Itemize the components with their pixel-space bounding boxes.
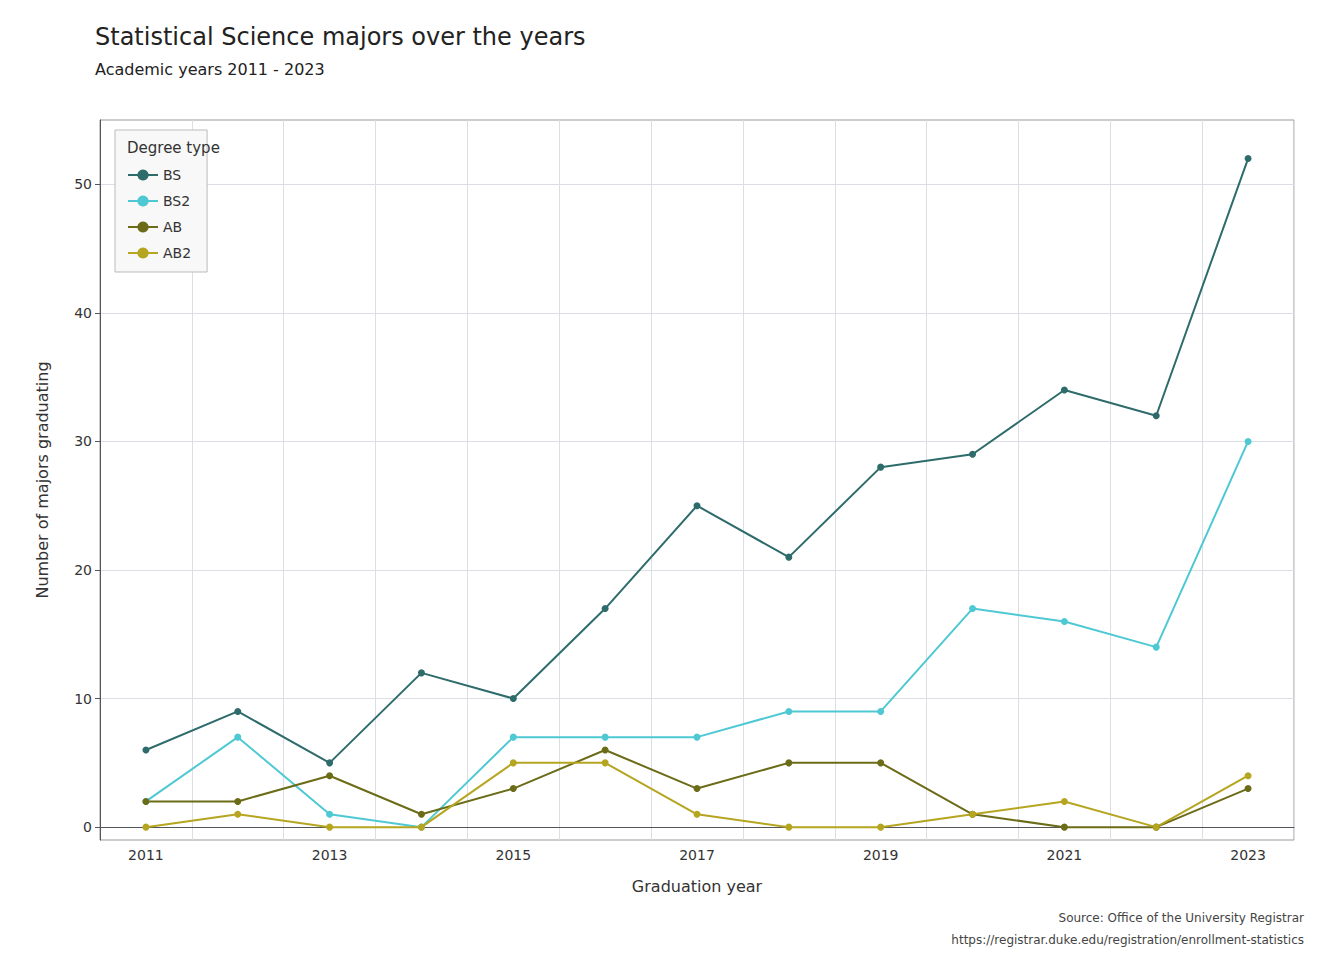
svg-text:BS: BS xyxy=(163,167,181,183)
svg-text:Source: Office of the Universi: Source: Office of the University Registr… xyxy=(1059,911,1305,925)
svg-text:2011: 2011 xyxy=(128,847,164,863)
svg-text:AB: AB xyxy=(163,219,182,235)
svg-text:2015: 2015 xyxy=(495,847,531,863)
svg-text:30: 30 xyxy=(74,433,92,449)
svg-text:BS2: BS2 xyxy=(163,193,190,209)
svg-text:https://registrar.duke.edu/reg: https://registrar.duke.edu/registration/… xyxy=(951,933,1304,947)
svg-text:10: 10 xyxy=(74,691,92,707)
svg-text:50: 50 xyxy=(74,176,92,192)
svg-text:AB2: AB2 xyxy=(163,245,191,261)
svg-text:2013: 2013 xyxy=(312,847,348,863)
svg-text:2023: 2023 xyxy=(1230,847,1266,863)
svg-text:40: 40 xyxy=(74,305,92,321)
svg-text:Statistical Science majors ove: Statistical Science majors over the year… xyxy=(95,23,586,51)
svg-text:20: 20 xyxy=(74,562,92,578)
svg-text:0: 0 xyxy=(83,819,92,835)
svg-text:2019: 2019 xyxy=(863,847,899,863)
svg-text:Number of majors graduating: Number of majors graduating xyxy=(33,361,52,598)
svg-text:Academic years 2011 - 2023: Academic years 2011 - 2023 xyxy=(95,60,325,79)
svg-text:2021: 2021 xyxy=(1047,847,1083,863)
svg-text:Graduation year: Graduation year xyxy=(632,877,763,896)
svg-text:Degree type: Degree type xyxy=(127,139,220,157)
svg-text:2017: 2017 xyxy=(679,847,715,863)
